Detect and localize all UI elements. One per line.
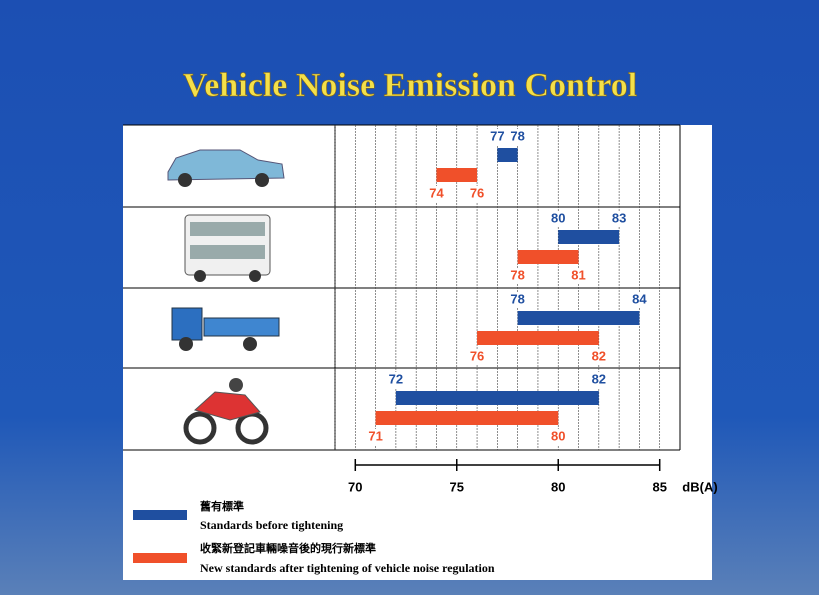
range-bar bbox=[396, 391, 599, 405]
legend-label: New standards after tightening of vehicl… bbox=[200, 561, 495, 575]
x-tick-label: 85 bbox=[652, 479, 666, 494]
value-label: 78 bbox=[510, 128, 524, 143]
range-bar bbox=[518, 311, 640, 325]
legend-label-zh: 收緊新登記車輛噪音後的現行新標準 bbox=[200, 541, 376, 555]
value-label: 76 bbox=[470, 348, 484, 363]
value-label: 80 bbox=[551, 428, 565, 443]
chart-title: Vehicle Noise Emission Control bbox=[183, 67, 637, 104]
legend-swatch bbox=[133, 553, 187, 563]
value-label: 71 bbox=[368, 428, 382, 443]
value-label: 82 bbox=[592, 371, 606, 386]
value-label: 77 bbox=[490, 128, 504, 143]
range-bar bbox=[376, 411, 559, 425]
range-bar bbox=[477, 331, 599, 345]
x-tick-label: 75 bbox=[450, 479, 464, 494]
x-tick-label: 80 bbox=[551, 479, 565, 494]
x-tick-label: 70 bbox=[348, 479, 362, 494]
range-bar bbox=[558, 230, 619, 244]
value-label: 84 bbox=[632, 291, 647, 306]
legend-label: Standards before tightening bbox=[200, 518, 343, 532]
value-label: 74 bbox=[429, 185, 444, 200]
value-label: 78 bbox=[510, 267, 524, 282]
range-bar bbox=[436, 168, 477, 182]
value-label: 82 bbox=[592, 348, 606, 363]
value-label: 83 bbox=[612, 210, 626, 225]
value-label: 78 bbox=[510, 291, 524, 306]
page: Vehicle Noise Emission Control 70 75 80 85 7… bbox=[0, 0, 819, 595]
range-bar bbox=[497, 148, 517, 162]
value-label: 72 bbox=[389, 371, 403, 386]
x-axis-label: dB(A) bbox=[682, 479, 717, 494]
value-label: 76 bbox=[470, 185, 484, 200]
bus-icon bbox=[185, 215, 270, 282]
legend-label-zh: 舊有標準 bbox=[200, 499, 244, 513]
legend-swatch bbox=[133, 510, 187, 520]
range-bar bbox=[518, 250, 579, 264]
value-label: 81 bbox=[571, 267, 585, 282]
value-label: 80 bbox=[551, 210, 565, 225]
